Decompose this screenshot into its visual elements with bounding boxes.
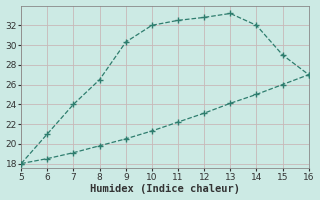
- X-axis label: Humidex (Indice chaleur): Humidex (Indice chaleur): [90, 184, 240, 194]
